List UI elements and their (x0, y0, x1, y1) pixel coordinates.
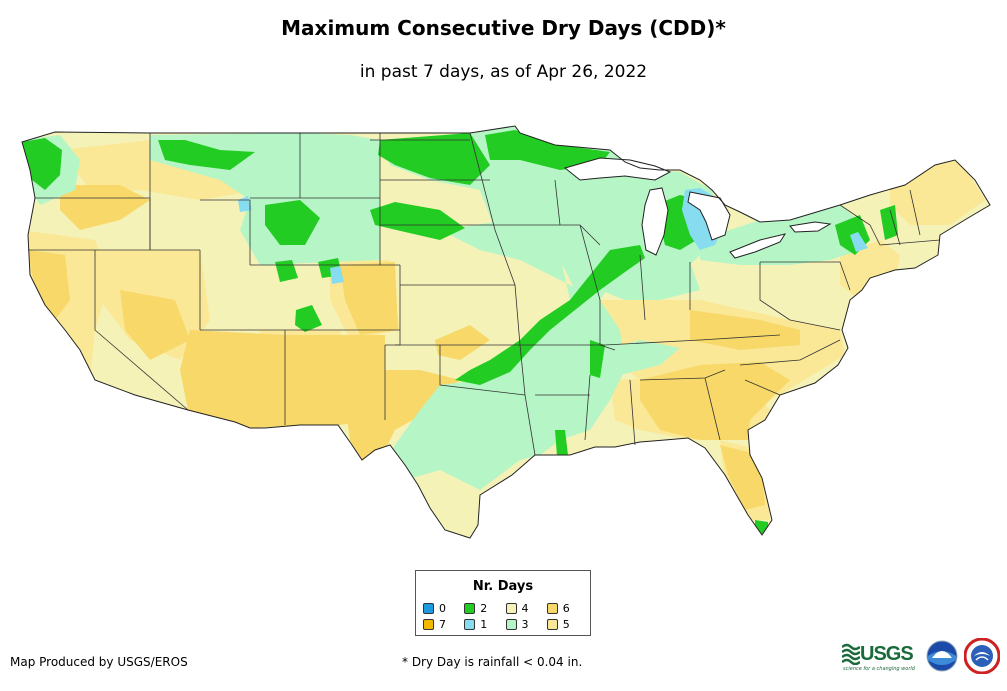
legend-item-5: 5 (546, 618, 588, 631)
dry-day-footnote: * Dry Day is rainfall < 0.04 in. (402, 655, 583, 669)
legend-item-7: 7 (423, 618, 464, 631)
legend-item-1: 1 (464, 618, 505, 631)
legend-label: 4 (521, 602, 529, 615)
legend-swatch (546, 603, 558, 614)
map-credit: Map Produced by USGS/EROS (10, 655, 188, 669)
legend-swatch (505, 603, 517, 614)
agency-logos: USGS science for a changing world (842, 638, 1002, 678)
dry-days-field (22, 126, 990, 538)
legend-swatch (423, 603, 434, 614)
legend-swatch (546, 619, 558, 630)
legend-label: 5 (562, 618, 570, 631)
usgs-logo: USGS science for a changing world (842, 641, 920, 673)
legend-item-2: 2 (464, 602, 505, 615)
us-outline (21, 125, 991, 539)
legend-swatch (505, 619, 517, 630)
nws-logo (964, 638, 1000, 674)
legend-swatch (423, 619, 434, 630)
legend-item-3: 3 (505, 618, 547, 631)
legend: Nr. Days 0 2 4 6 7 1 3 (415, 570, 591, 636)
noaa-logo (926, 640, 958, 672)
legend-label: 6 (562, 602, 570, 615)
legend-label: 3 (521, 618, 529, 631)
lake-superior (563, 157, 672, 181)
usgs-wave-icon (842, 643, 860, 665)
legend-item-6: 6 (546, 602, 588, 615)
legend-label: 1 (480, 618, 488, 631)
lake-ontario (789, 221, 832, 233)
usgs-wordmark: USGS (860, 643, 914, 665)
usgs-tagline: science for a changing world (843, 666, 915, 672)
lake-erie (729, 233, 787, 259)
legend-label: 2 (480, 602, 488, 615)
legend-label: 7 (439, 618, 446, 631)
conus-map (21, 125, 991, 539)
legend-label: 0 (439, 602, 446, 615)
state-boundaries (28, 132, 941, 456)
lake-michigan (641, 187, 669, 256)
legend-items: 0 2 4 6 7 1 3 5 (423, 602, 588, 631)
legend-title: Nr. Days (472, 579, 534, 594)
map-subtitle: in past 7 days, as of Apr 26, 2022 (359, 62, 648, 82)
legend-item-4: 4 (505, 602, 547, 615)
legend-swatch (464, 619, 476, 630)
legend-item-0: 0 (423, 602, 464, 615)
legend-swatch (464, 603, 476, 614)
map-title: Maximum Consecutive Dry Days (CDD)* (281, 16, 726, 40)
